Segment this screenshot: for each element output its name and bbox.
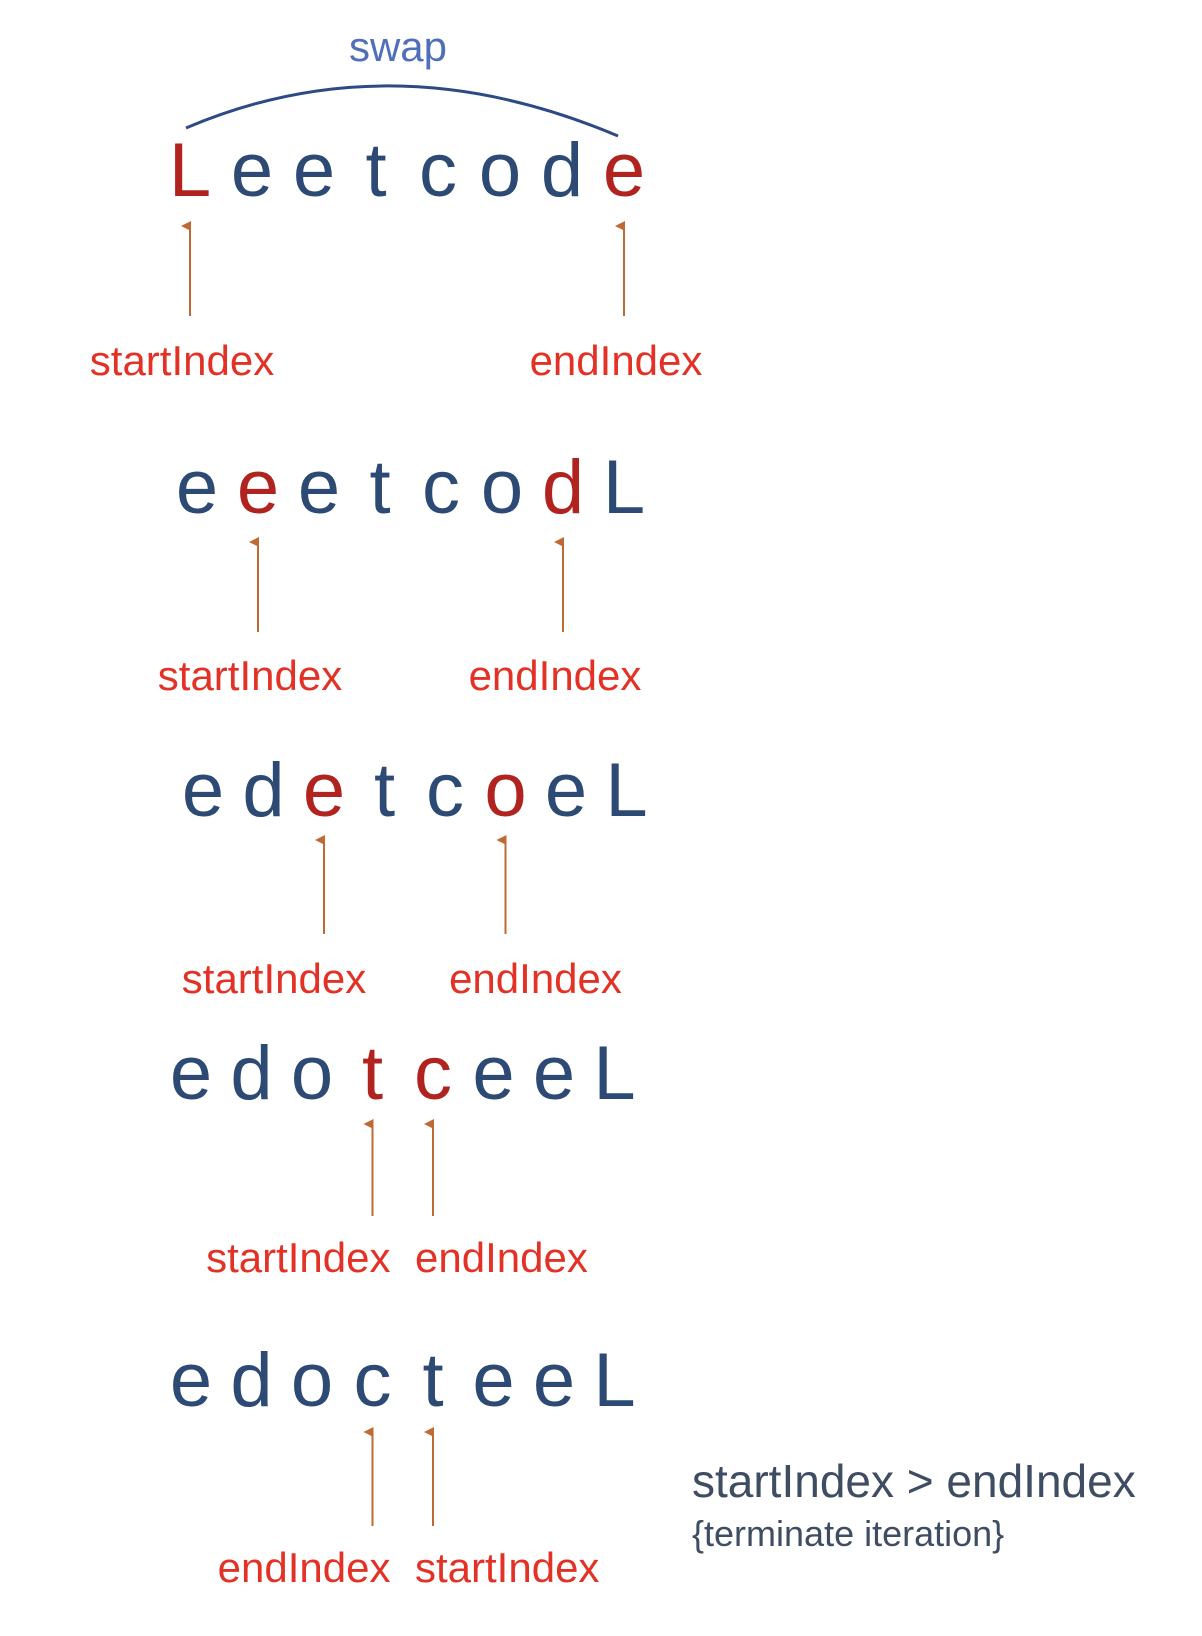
- string-letter: L: [593, 1031, 635, 1116]
- string-letter: e: [545, 748, 587, 833]
- string-letter: c: [354, 1338, 392, 1423]
- string-letter: e: [293, 128, 335, 213]
- string-letter: e: [303, 748, 345, 833]
- string-letter: e: [231, 128, 273, 213]
- string-letter: L: [603, 445, 645, 530]
- string-letter: t: [422, 1338, 443, 1423]
- end-index-label: endIndex: [449, 955, 622, 1002]
- string-letter: d: [542, 445, 584, 530]
- end-index-label: endIndex: [469, 652, 642, 699]
- string-letter: t: [369, 445, 390, 530]
- start-index-label: startIndex: [90, 337, 274, 384]
- string-letter: o: [481, 445, 523, 530]
- termination-condition: startIndex > endIndex: [692, 1455, 1136, 1507]
- start-index-label: startIndex: [158, 652, 342, 699]
- swap-arc: [185, 84, 619, 138]
- start-index-label: startIndex: [206, 1234, 390, 1281]
- string-letter: o: [291, 1031, 333, 1116]
- string-letter: L: [593, 1338, 635, 1423]
- end-index-label: endIndex: [530, 337, 703, 384]
- string-letter: t: [365, 128, 386, 213]
- string-letter: c: [422, 445, 460, 530]
- end-index-label: endIndex: [415, 1234, 588, 1281]
- start-index-label: startIndex: [182, 955, 366, 1002]
- string-letter: e: [298, 445, 340, 530]
- termination-action: {terminate iteration}: [692, 1513, 1004, 1554]
- string-letter: t: [362, 1031, 383, 1116]
- string-letter: o: [484, 748, 526, 833]
- string-letter: e: [182, 748, 224, 833]
- string-letter: e: [176, 445, 218, 530]
- swap-label: swap: [349, 23, 447, 70]
- string-letter: e: [472, 1338, 514, 1423]
- string-letter: o: [479, 128, 521, 213]
- string-letter: e: [533, 1338, 575, 1423]
- string-letter: e: [533, 1031, 575, 1116]
- string-letter: c: [419, 128, 457, 213]
- string-letter: c: [426, 748, 464, 833]
- string-letter: e: [603, 128, 645, 213]
- string-letter: d: [541, 128, 583, 213]
- string-letter: L: [169, 128, 211, 213]
- string-letter: o: [291, 1338, 333, 1423]
- string-letter: d: [230, 1031, 272, 1116]
- string-letter: e: [237, 445, 279, 530]
- string-letter: d: [242, 748, 284, 833]
- end-index-label: endIndex: [218, 1544, 391, 1591]
- start-index-label: startIndex: [415, 1544, 599, 1591]
- string-letter: c: [414, 1031, 452, 1116]
- string-letter: e: [170, 1031, 212, 1116]
- string-letter: t: [374, 748, 395, 833]
- string-letter: e: [170, 1338, 212, 1423]
- string-letter: L: [605, 748, 647, 833]
- string-letter: d: [230, 1338, 272, 1423]
- string-letter: e: [472, 1031, 514, 1116]
